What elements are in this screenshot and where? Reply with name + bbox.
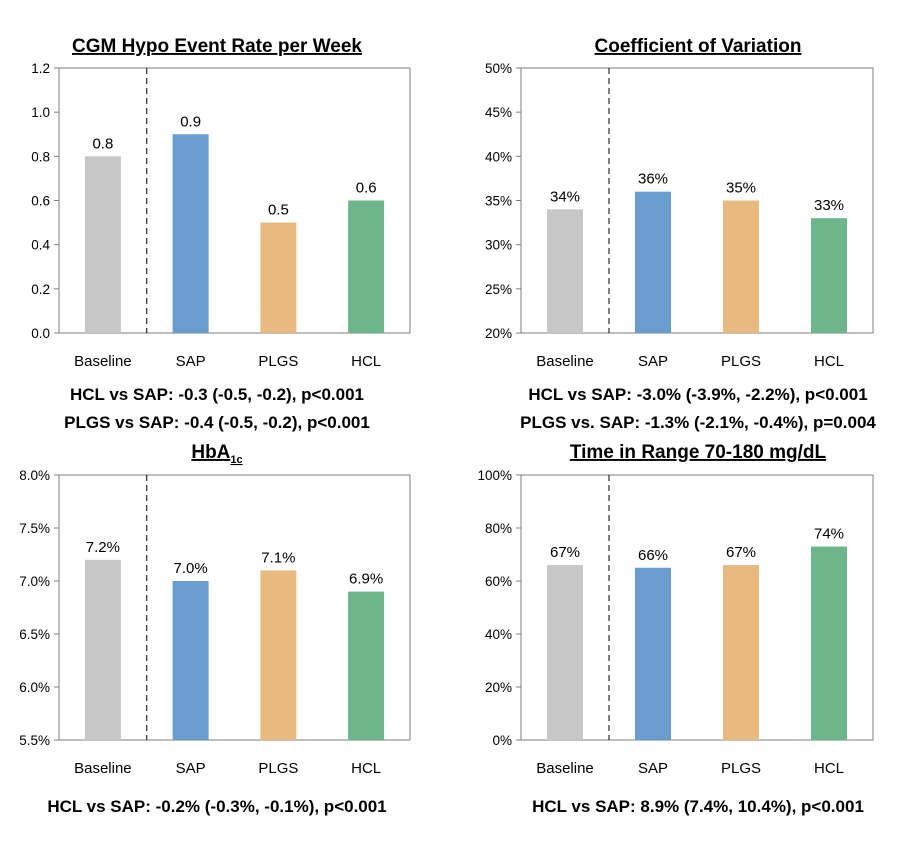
- data-label-plgs: 7.1%: [261, 549, 295, 566]
- plot-area-border: [58, 474, 411, 741]
- x-category-label-plgs: PLGS: [258, 760, 298, 777]
- data-label-hcl: 6.9%: [349, 571, 383, 588]
- chart-title-text: Time in Range 70-180 mg/dL: [570, 442, 827, 463]
- comparison-note: HCL vs SAP: 8.9% (7.4%, 10.4%), p<0.001: [532, 797, 864, 816]
- x-category-label-baseline: Baseline: [74, 760, 132, 777]
- bar-baseline: [547, 565, 583, 740]
- chart-title-subscript: 1c: [230, 454, 242, 466]
- comparison-note: PLGS vs SAP: -0.4 (-0.5, -0.2), p<0.001: [64, 413, 370, 432]
- bar-sap: [172, 581, 209, 740]
- y-tick-label: 7.5%: [19, 521, 50, 536]
- y-tick-label: 60%: [485, 574, 512, 589]
- y-tick-label: 1.2: [31, 61, 50, 76]
- y-tick-label: 80%: [485, 521, 512, 536]
- bar-sap: [635, 191, 671, 333]
- comparison-note: HCL vs SAP: -0.2% (-0.3%, -0.1%), p<0.00…: [47, 797, 386, 816]
- chart-panel-2: Coefficient of Variation 20% 25% 30% 35% 40% 4…: [485, 36, 876, 432]
- y-tick-label: 40%: [485, 149, 512, 164]
- data-label-baseline: 7.2%: [86, 539, 120, 556]
- y-tick-label: 6.0%: [19, 680, 50, 695]
- chart-title: CGM Hypo Event Rate per Week: [72, 36, 362, 57]
- y-tick-label: 100%: [477, 468, 512, 483]
- x-category-label-plgs: PLGS: [721, 760, 761, 777]
- y-tick-label: 20%: [485, 680, 512, 695]
- y-tick-label: 1.0: [31, 105, 50, 120]
- x-category-label-baseline: Baseline: [536, 760, 594, 777]
- data-label-baseline: 67%: [550, 544, 580, 561]
- chart-title-text: Coefficient of Variation: [595, 36, 802, 57]
- bar-hcl: [348, 591, 385, 740]
- chart-title-text: CGM Hypo Event Rate per Week: [72, 36, 362, 57]
- chart-panel-4: Time in Range 70-180 mg/dL 0% 20% 40% 60% 80%…: [477, 442, 874, 816]
- y-tick-label: 30%: [485, 238, 512, 253]
- data-label-hcl: 33%: [814, 197, 844, 214]
- x-category-label-plgs: PLGS: [721, 353, 761, 370]
- y-tick-label: 45%: [485, 105, 512, 120]
- x-category-label-plgs: PLGS: [258, 353, 298, 370]
- y-tick-label: 7.0%: [19, 574, 50, 589]
- bar-sap: [635, 567, 671, 740]
- bar-sap: [172, 134, 209, 333]
- data-label-baseline: 34%: [550, 188, 580, 205]
- x-category-label-sap: SAP: [176, 353, 206, 370]
- y-tick-label: 6.5%: [19, 627, 50, 642]
- x-category-label-baseline: Baseline: [74, 353, 132, 370]
- y-tick-label: 25%: [485, 282, 512, 297]
- comparison-note: PLGS vs. SAP: -1.3% (-2.1%, -0.4%), p=0.…: [520, 413, 876, 432]
- bar-baseline: [547, 209, 583, 333]
- comparison-note: HCL vs SAP: -0.3 (-0.5, -0.2), p<0.001: [70, 385, 364, 404]
- y-tick-label: 0.8: [31, 149, 50, 164]
- y-tick-label: 35%: [485, 194, 512, 209]
- data-label-sap: 7.0%: [174, 560, 208, 577]
- y-tick-label: 0.6: [31, 194, 50, 209]
- chart-title: Time in Range 70-180 mg/dL: [570, 442, 827, 463]
- chart-title-text: HbA: [191, 442, 230, 463]
- chart-title: Coefficient of Variation: [595, 36, 802, 57]
- x-category-label-hcl: HCL: [351, 353, 381, 370]
- bar-plgs: [260, 570, 297, 740]
- x-category-label-sap: SAP: [176, 760, 206, 777]
- bar-baseline: [84, 559, 121, 740]
- data-label-plgs: 0.5: [268, 202, 289, 219]
- y-tick-label: 0.0: [31, 326, 50, 341]
- x-category-label-sap: SAP: [638, 760, 668, 777]
- y-tick-label: 0.2: [31, 282, 50, 297]
- plot-area-border: [520, 474, 874, 741]
- y-tick-label: 20%: [485, 326, 512, 341]
- x-category-label-hcl: HCL: [814, 353, 844, 370]
- chart-panel-3: HbA1c 5.5% 6.0% 6.5% 7.0% 7.5% 8.0% 7.2% Baselin…: [19, 442, 411, 816]
- comparison-note: HCL vs SAP: -3.0% (-3.9%, -2.2%), p<0.00…: [528, 385, 867, 404]
- bar-hcl: [811, 546, 847, 740]
- y-tick-label: 50%: [485, 61, 512, 76]
- bar-plgs: [723, 200, 759, 333]
- y-tick-label: 8.0%: [19, 468, 50, 483]
- x-category-label-hcl: HCL: [351, 760, 381, 777]
- y-tick-label: 0.4: [31, 238, 50, 253]
- data-label-plgs: 35%: [726, 180, 756, 197]
- x-category-label-baseline: Baseline: [536, 353, 594, 370]
- chart-title: HbA1c: [191, 442, 242, 466]
- data-label-hcl: 74%: [814, 526, 844, 543]
- bar-baseline: [84, 156, 121, 333]
- bar-hcl: [811, 218, 847, 333]
- y-tick-label: 40%: [485, 627, 512, 642]
- data-label-sap: 0.9: [180, 113, 201, 130]
- data-label-plgs: 67%: [726, 544, 756, 561]
- x-category-label-hcl: HCL: [814, 760, 844, 777]
- y-tick-label: 5.5%: [19, 733, 50, 748]
- x-category-label-sap: SAP: [638, 353, 668, 370]
- data-label-sap: 66%: [638, 547, 668, 564]
- chart-panel-1: CGM Hypo Event Rate per Week 0.0 0.2 0.4 0.6…: [31, 36, 411, 432]
- bar-plgs: [723, 565, 759, 740]
- bar-hcl: [348, 200, 385, 333]
- bar-plgs: [260, 222, 297, 333]
- data-label-hcl: 0.6: [356, 180, 377, 197]
- data-label-sap: 36%: [638, 171, 668, 188]
- data-label-baseline: 0.8: [92, 135, 113, 152]
- y-tick-label: 0%: [492, 733, 512, 748]
